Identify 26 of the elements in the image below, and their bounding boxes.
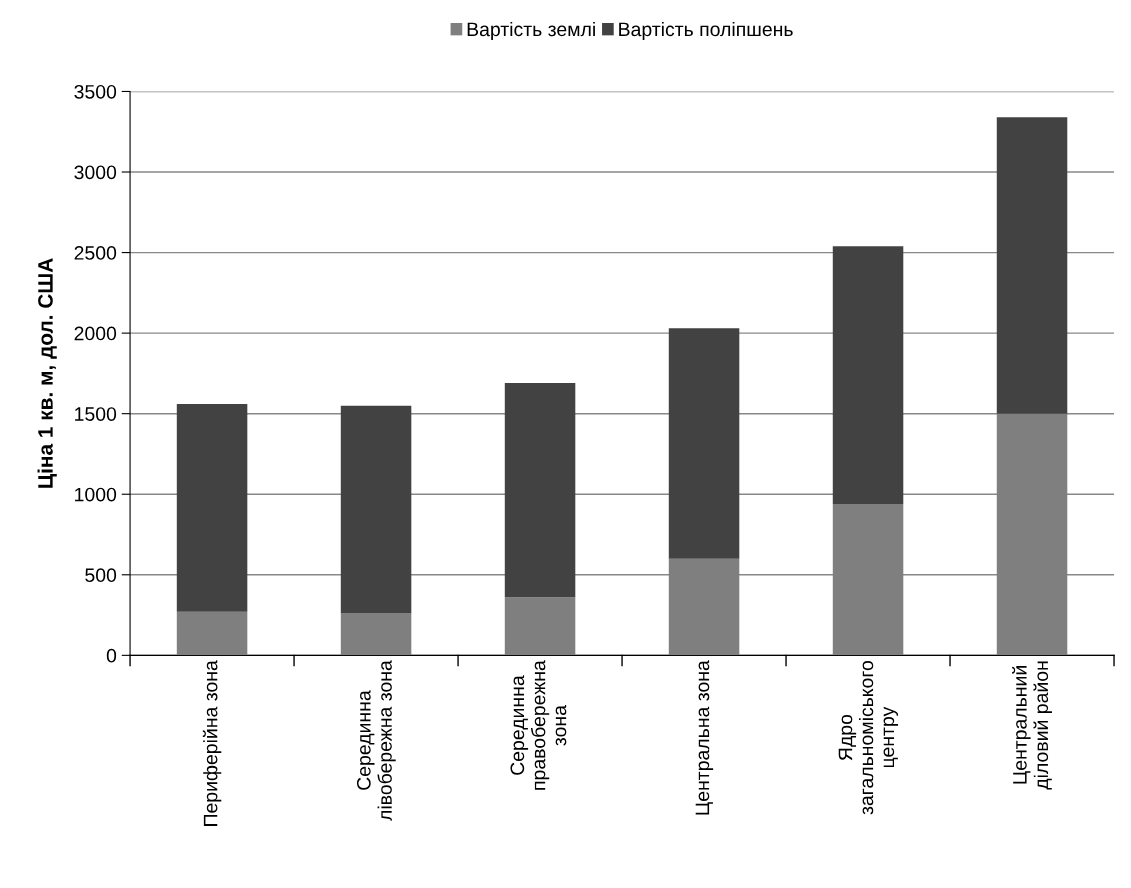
bar: [996, 117, 1068, 414]
y-tick-label: 1000: [75, 487, 117, 502]
bar: [668, 328, 740, 559]
bar: [832, 246, 904, 504]
bar: [340, 405, 412, 614]
legend-label: Вартість землі: [467, 21, 595, 41]
y-tick-label: 2000: [74, 326, 117, 341]
bar: [176, 404, 248, 612]
bar: [504, 383, 576, 598]
x-tick-label: Ядро загальноміського центру: [838, 661, 899, 815]
y-tick-label: 0: [106, 648, 117, 663]
y-axis-title: Ціна 1 кв. м, дол. США: [37, 258, 57, 488]
y-tick-label: 3000: [74, 165, 117, 180]
legend-label: Вартість поліпшень: [619, 21, 793, 41]
x-tick-label: Центральний діловий район: [1012, 661, 1052, 790]
bar: [504, 597, 576, 656]
bar: [176, 611, 248, 656]
y-tick-label: 3500: [74, 84, 117, 99]
y-tick-label: 1500: [75, 407, 117, 421]
y-tick-label: 2500: [74, 246, 117, 260]
bar: [340, 613, 412, 656]
x-tick-label: Серединна лівобережна зона: [356, 660, 396, 821]
x-tick-label: Серединна правобережна зона: [510, 660, 567, 790]
x-tick-label: Периферійна зона: [202, 660, 222, 826]
y-tick-label: 500: [85, 568, 117, 583]
x-tick-label: Центральна зона: [695, 660, 714, 815]
